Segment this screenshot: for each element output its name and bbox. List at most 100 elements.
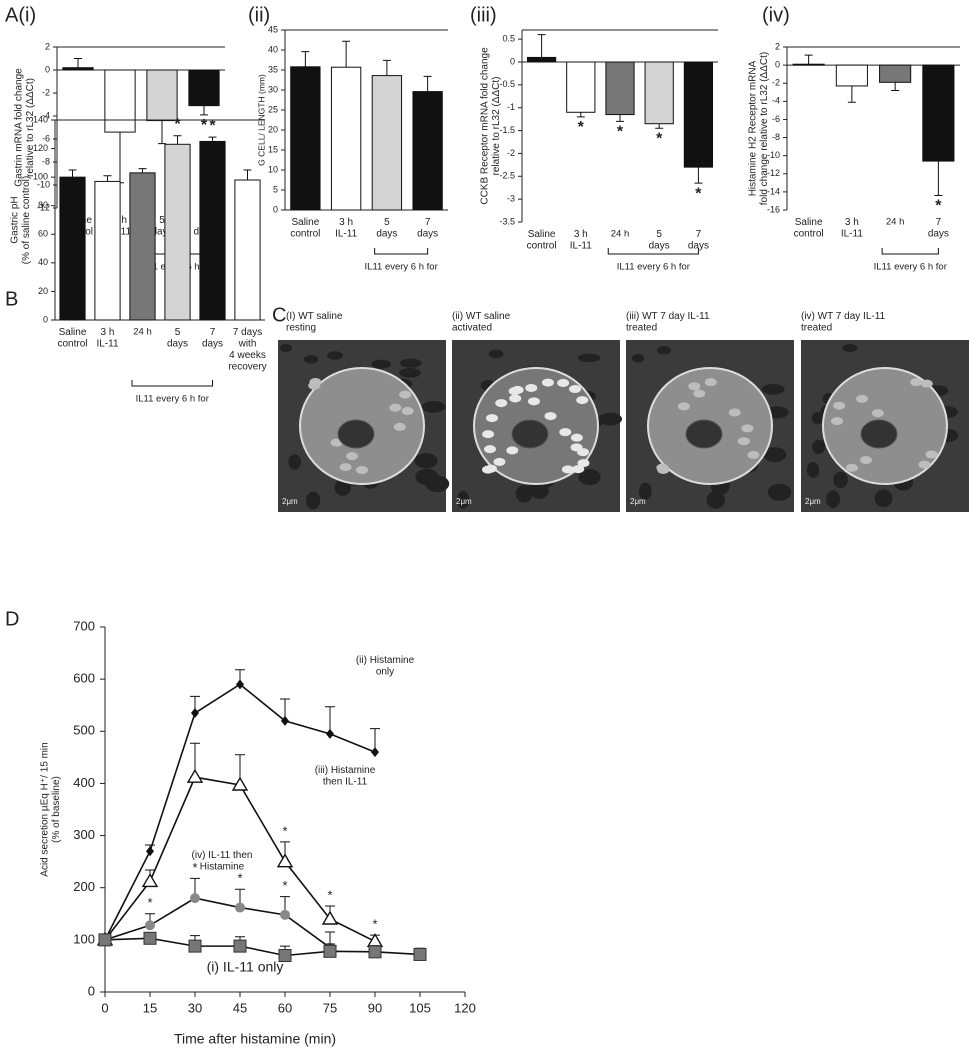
texture: [577, 353, 601, 363]
texture: [483, 445, 496, 454]
texture: [399, 368, 421, 378]
texture: [356, 466, 368, 474]
bar: [129, 172, 156, 321]
error-bar: [423, 75, 432, 92]
texture: [327, 351, 343, 360]
texture: [399, 358, 422, 368]
texture: [456, 490, 470, 509]
y-tick-label: 40: [38, 257, 48, 267]
bar: [104, 69, 136, 133]
bracket-label: IL11 every 6 h for: [365, 262, 438, 273]
texture: [559, 428, 572, 437]
texture: [389, 403, 402, 412]
y-tick-label: 140: [33, 114, 48, 124]
marker: [326, 728, 334, 739]
texture: [845, 463, 858, 472]
y-tick-label: -2: [507, 148, 515, 158]
y-tick-label: -1: [507, 102, 515, 112]
y-tick-label: -1.5: [499, 125, 515, 135]
bracket-label: IL11 every 6 h for: [617, 262, 690, 273]
y-tick-label: 10: [268, 164, 278, 174]
y-tick-label: -12: [767, 168, 780, 178]
x-tick-label: 24 h: [611, 229, 630, 240]
texture: [577, 459, 590, 468]
series-line: [104, 937, 421, 957]
error-bar: [158, 120, 166, 145]
texture: [728, 408, 741, 417]
y-tick-label: -3: [507, 194, 515, 204]
bar: [234, 179, 261, 321]
texture: [306, 491, 321, 510]
y-tick-label: 300: [73, 827, 95, 842]
texture: [371, 359, 391, 369]
texture: [488, 349, 504, 359]
y-tick-label: 0: [88, 983, 95, 998]
texture: [811, 411, 825, 425]
texture: [833, 401, 846, 410]
texture: [493, 457, 506, 466]
texture: [530, 481, 549, 500]
scale-label: 2μm: [456, 497, 472, 506]
y-axis-title: Gastric pH(% of saline control): [9, 176, 32, 264]
x-tick-label: 7 days with 4 weeks recovery: [228, 327, 266, 373]
micrograph-title: (iii) WT 7 day IL-11 treated: [626, 311, 710, 334]
marker: [188, 939, 202, 953]
x-tick-label: 120: [454, 1000, 476, 1015]
bar: [835, 64, 868, 87]
texture: [541, 378, 554, 387]
y-tick-label: 20: [38, 286, 48, 296]
bracket: [881, 248, 939, 255]
y-tick-label: 35: [268, 64, 278, 74]
y-tick-label: -4: [772, 96, 780, 106]
error-bar: [891, 82, 900, 91]
y-tick-label: 2: [775, 41, 780, 51]
scale-label: 2μm: [805, 497, 821, 506]
marker: [143, 931, 157, 945]
x-tick-label: 105: [409, 1000, 431, 1015]
marker: [186, 768, 204, 783]
bar: [290, 66, 321, 211]
error-bar: [576, 112, 585, 118]
texture: [506, 446, 519, 455]
texture: [706, 490, 725, 509]
series-label: (iv) IL-11 then Histamine: [192, 850, 253, 873]
texture: [737, 437, 750, 446]
nucleus: [860, 419, 898, 449]
texture: [910, 378, 923, 387]
marker: [191, 708, 199, 719]
texture: [656, 346, 672, 355]
y-tick-label: -8: [772, 132, 780, 142]
panel-label: A(i): [5, 4, 36, 26]
marker: [231, 776, 249, 791]
y-tick-label: 600: [73, 671, 95, 686]
bar: [683, 61, 714, 168]
nucleus: [337, 419, 375, 449]
texture: [544, 412, 557, 421]
texture: [508, 387, 521, 396]
y-tick-label: 0: [775, 59, 780, 69]
bar: [94, 180, 121, 321]
x-tick-label: 15: [143, 1000, 157, 1015]
bar: [922, 64, 955, 162]
texture: [763, 447, 787, 463]
texture: [693, 389, 706, 398]
error-bar: [243, 169, 252, 180]
error-bar: [74, 58, 82, 68]
texture: [812, 439, 825, 455]
texture: [578, 468, 601, 486]
marker: [146, 846, 154, 857]
texture: [415, 468, 439, 485]
y-tick-label: -12: [37, 202, 50, 212]
marker: [366, 933, 384, 948]
texture: [525, 383, 538, 392]
panel-label: D: [5, 608, 19, 630]
marker: [236, 679, 244, 690]
significance: *: [578, 119, 585, 136]
marker: [141, 873, 159, 888]
error-bar: [208, 136, 217, 142]
y-tick-label: -10: [767, 150, 780, 160]
y-axis-title: Acid secretion µEq H⁺/ 15 min(% of basel…: [39, 742, 62, 876]
